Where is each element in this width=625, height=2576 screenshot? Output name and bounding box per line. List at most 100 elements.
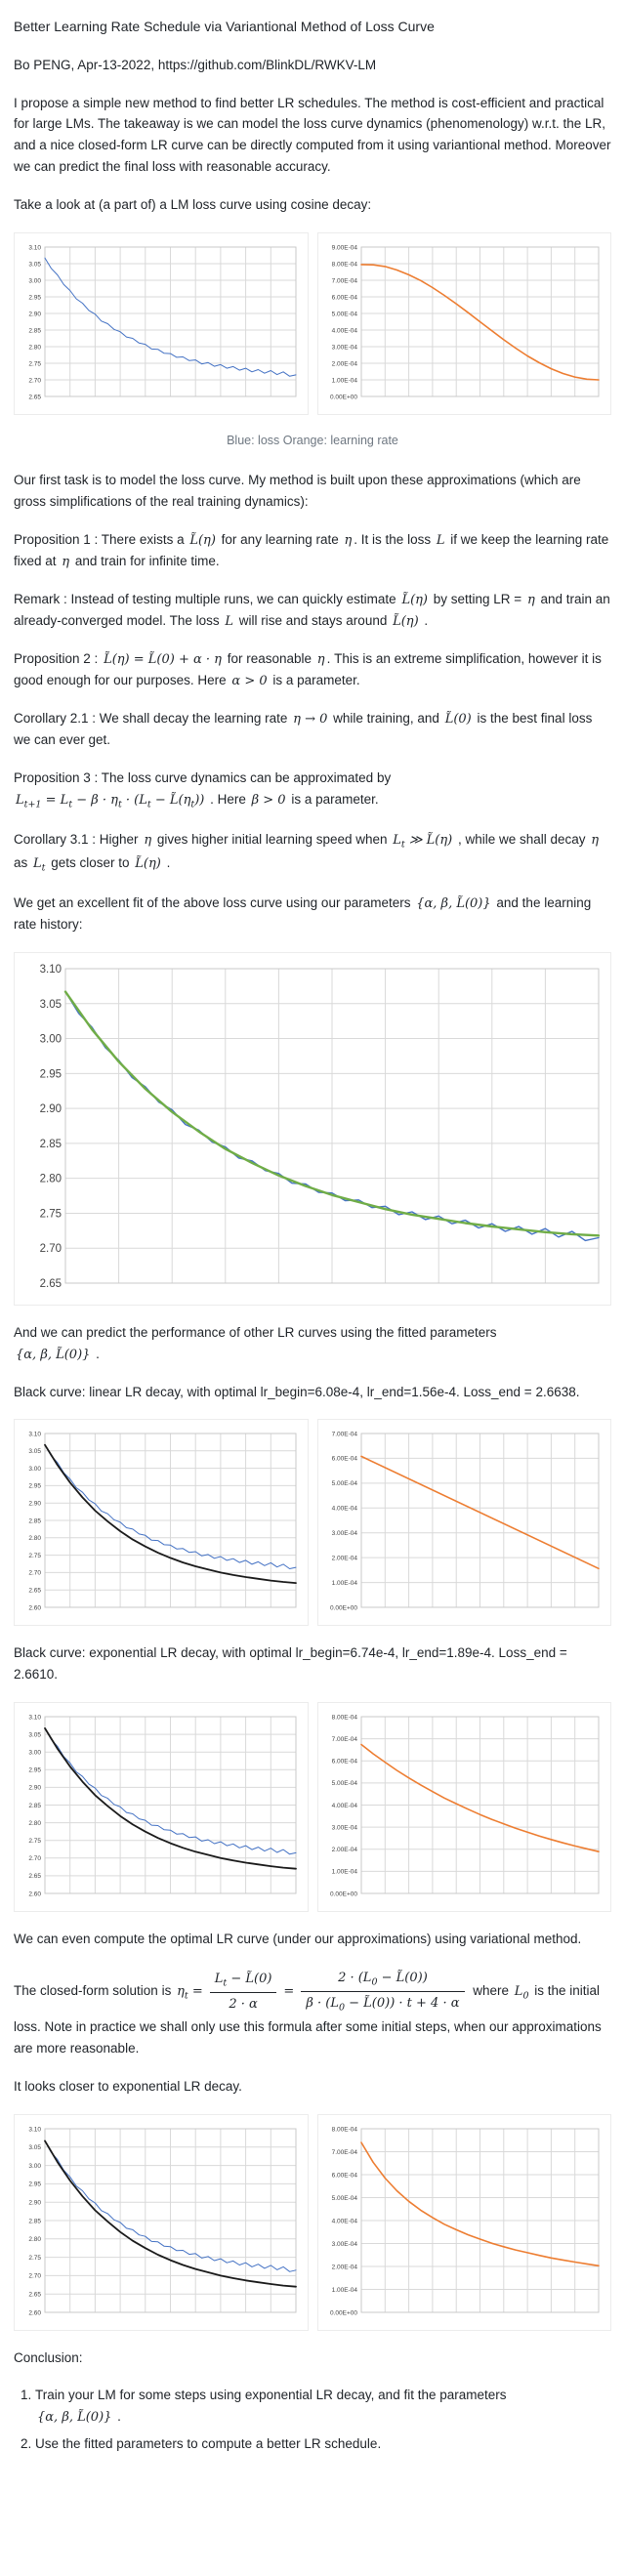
svg-text:2.85: 2.85: [40, 1139, 62, 1150]
take-a-look-paragraph: Take a look at (a part of) a LM loss cur…: [14, 196, 372, 212]
variational-paragraph: We can even compute the optimal LR curve…: [14, 1932, 582, 1947]
svg-text:8.00E-04: 8.00E-04: [332, 261, 358, 268]
svg-text:2.70: 2.70: [28, 1570, 41, 1577]
svg-text:2.90: 2.90: [28, 1501, 41, 1508]
svg-text:4.00E-04: 4.00E-04: [332, 2218, 358, 2224]
svg-text:2.00E-04: 2.00E-04: [332, 1556, 358, 1562]
chart-loss-fit: 2.65 2.70 2.75 2.80 2.85 2.90 2.95 3.00 3.05 3.10: [14, 951, 611, 1306]
svg-text:3.00: 3.00: [28, 277, 41, 284]
page-title: Better Learning Rate Schedule via Varian…: [14, 19, 435, 34]
svg-text:6.00E-04: 6.00E-04: [332, 294, 358, 301]
svg-text:2.95: 2.95: [28, 294, 41, 301]
svg-text:2.95: 2.95: [28, 1767, 41, 1774]
remark: Remark : Instead of testing multiple run…: [14, 591, 610, 629]
svg-text:2.95: 2.95: [28, 2181, 41, 2187]
svg-text:2.65: 2.65: [28, 394, 41, 400]
svg-text:7.00E-04: 7.00E-04: [332, 277, 358, 284]
svg-text:3.00E-04: 3.00E-04: [332, 344, 358, 351]
proposition-3: Proposition 3 : The loss curve dynamics …: [14, 769, 392, 810]
svg-text:2.85: 2.85: [28, 1518, 41, 1525]
byline: Bo PENG, Apr-13-2022, https://github.com…: [14, 57, 377, 72]
svg-text:3.05: 3.05: [40, 998, 62, 1010]
svg-text:4.00E-04: 4.00E-04: [332, 1506, 358, 1513]
conclusion-item-1: Train your LM for some steps using expon…: [35, 2385, 611, 2428]
svg-text:2.70: 2.70: [28, 377, 41, 384]
chart-loss-exp-pred: 2.60 2.65 2.70 2.75 2.80 2.85 2.90 2.95 3.00 3.05…: [14, 1702, 309, 1913]
model-task-paragraph: Our first task is to model the loss curv…: [14, 473, 581, 509]
svg-text:2.00E-04: 2.00E-04: [332, 2264, 358, 2270]
svg-text:5.00E-04: 5.00E-04: [332, 2194, 358, 2201]
svg-text:3.10: 3.10: [40, 964, 62, 976]
intro-paragraph: I propose a simple new method to find be…: [14, 95, 611, 175]
svg-text:2.00E-04: 2.00E-04: [332, 360, 358, 367]
svg-text:2.75: 2.75: [40, 1208, 62, 1220]
svg-text:2.65: 2.65: [28, 1588, 41, 1595]
chart-lr-exp: 0.00E+00 1.00E-04 2.00E-04 3.00E-04 4.00E-04…: [317, 1702, 611, 1913]
svg-text:0.00E+00: 0.00E+00: [330, 2309, 357, 2316]
svg-text:2.60: 2.60: [28, 1890, 41, 1897]
chart-row-optimal: 2.60 2.65 2.70 2.75 2.80 2.85 2.90 2.95 3.00 3.05…: [14, 2113, 611, 2331]
fit-paragraph: We get an excellent fit of the above los…: [14, 894, 592, 932]
svg-text:2.85: 2.85: [28, 327, 41, 334]
svg-text:2.00E-04: 2.00E-04: [332, 1847, 358, 1853]
svg-text:2.95: 2.95: [28, 1483, 41, 1490]
svg-text:2.75: 2.75: [28, 2254, 41, 2261]
svg-text:2.80: 2.80: [28, 1820, 41, 1827]
svg-text:2.75: 2.75: [28, 1838, 41, 1845]
svg-text:2.85: 2.85: [28, 2218, 41, 2224]
black-exp-paragraph: Black curve: exponential LR decay, with …: [14, 1645, 567, 1683]
svg-text:7.00E-04: 7.00E-04: [332, 2148, 358, 2155]
svg-text:3.00: 3.00: [28, 1750, 41, 1757]
svg-text:7.00E-04: 7.00E-04: [332, 1432, 358, 1438]
svg-text:7.00E-04: 7.00E-04: [332, 1736, 358, 1743]
svg-text:4.00E-04: 4.00E-04: [332, 1803, 358, 1809]
svg-text:2.80: 2.80: [28, 2236, 41, 2243]
svg-text:5.00E-04: 5.00E-04: [332, 311, 358, 317]
svg-text:2.60: 2.60: [28, 2309, 41, 2316]
svg-text:2.85: 2.85: [28, 1803, 41, 1809]
proposition-2: Proposition 2 : L̃(η) = L̃(0) + α · η fo…: [14, 650, 602, 689]
svg-text:2.90: 2.90: [40, 1103, 62, 1115]
chart-row-exponential: 2.60 2.65 2.70 2.75 2.80 2.85 2.90 2.95 3.00 3.05…: [14, 1702, 611, 1913]
chart-lr-linear: 0.00E+00 1.00E-04 2.00E-04 3.00E-04 4.00E-04…: [317, 1419, 611, 1627]
svg-text:3.00E-04: 3.00E-04: [332, 1530, 358, 1537]
svg-text:2.80: 2.80: [28, 344, 41, 351]
predict-paragraph: And we can predict the performance of ot…: [14, 1324, 497, 1362]
chart-row-linear: 2.60 2.65 2.70 2.75 2.80 2.85 2.90 2.95 3.00 3.05…: [14, 1419, 611, 1627]
svg-text:2.90: 2.90: [28, 1785, 41, 1792]
svg-text:3.05: 3.05: [28, 2144, 41, 2151]
svg-text:0.00E+00: 0.00E+00: [330, 1890, 357, 1897]
conclusion-heading: Conclusion:: [14, 2349, 83, 2365]
svg-text:1.00E-04: 1.00E-04: [332, 1869, 358, 1876]
svg-text:3.10: 3.10: [28, 1432, 41, 1438]
closer-exp-paragraph: It looks closer to exponential LR decay.: [14, 2078, 242, 2094]
svg-text:3.05: 3.05: [28, 1448, 41, 1455]
corollary-2-1: Corollary 2.1 : We shall decay the learn…: [14, 711, 593, 748]
svg-text:3.00E-04: 3.00E-04: [332, 2240, 358, 2247]
chart-caption: Blue: loss Orange: learning rate: [227, 433, 398, 447]
chart-loss-cosine: 2.65 2.70 2.75 2.80 2.85 2.90 2.95 3.00 3.05 3.10: [14, 231, 309, 415]
svg-text:2.95: 2.95: [40, 1068, 62, 1080]
svg-text:2.80: 2.80: [40, 1173, 62, 1184]
corollary-3-1: Corollary 3.1 : Higher η gives higher in…: [14, 831, 600, 874]
proposition-1: Proposition 1 : There exists a L̃(η) for…: [14, 531, 609, 569]
svg-text:3.10: 3.10: [28, 1714, 41, 1721]
svg-text:2.70: 2.70: [40, 1243, 62, 1255]
conclusion-list: Train your LM for some steps using expon…: [14, 2385, 611, 2455]
svg-text:0.00E+00: 0.00E+00: [330, 1605, 357, 1612]
svg-text:6.00E-04: 6.00E-04: [332, 1456, 358, 1463]
svg-text:6.00E-04: 6.00E-04: [332, 2172, 358, 2179]
svg-text:1.00E-04: 1.00E-04: [332, 377, 358, 384]
svg-text:3.00: 3.00: [40, 1033, 62, 1045]
svg-text:3.10: 3.10: [28, 244, 41, 251]
svg-text:3.10: 3.10: [28, 2126, 41, 2133]
svg-text:3.00: 3.00: [28, 2162, 41, 2169]
svg-text:2.90: 2.90: [28, 2199, 41, 2206]
svg-text:8.00E-04: 8.00E-04: [332, 1714, 358, 1721]
svg-text:2.75: 2.75: [28, 1553, 41, 1559]
svg-text:2.60: 2.60: [28, 1605, 41, 1612]
black-linear-paragraph: Black curve: linear LR decay, with optim…: [14, 1384, 580, 1399]
svg-text:2.65: 2.65: [28, 2291, 41, 2298]
svg-text:4.00E-04: 4.00E-04: [332, 327, 358, 334]
chart-loss-linear-pred: 2.60 2.65 2.70 2.75 2.80 2.85 2.90 2.95 3.00 3.05…: [14, 1419, 309, 1627]
